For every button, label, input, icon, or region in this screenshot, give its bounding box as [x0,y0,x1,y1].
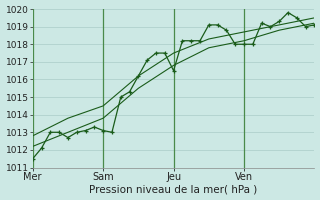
X-axis label: Pression niveau de la mer( hPa ): Pression niveau de la mer( hPa ) [90,184,258,194]
